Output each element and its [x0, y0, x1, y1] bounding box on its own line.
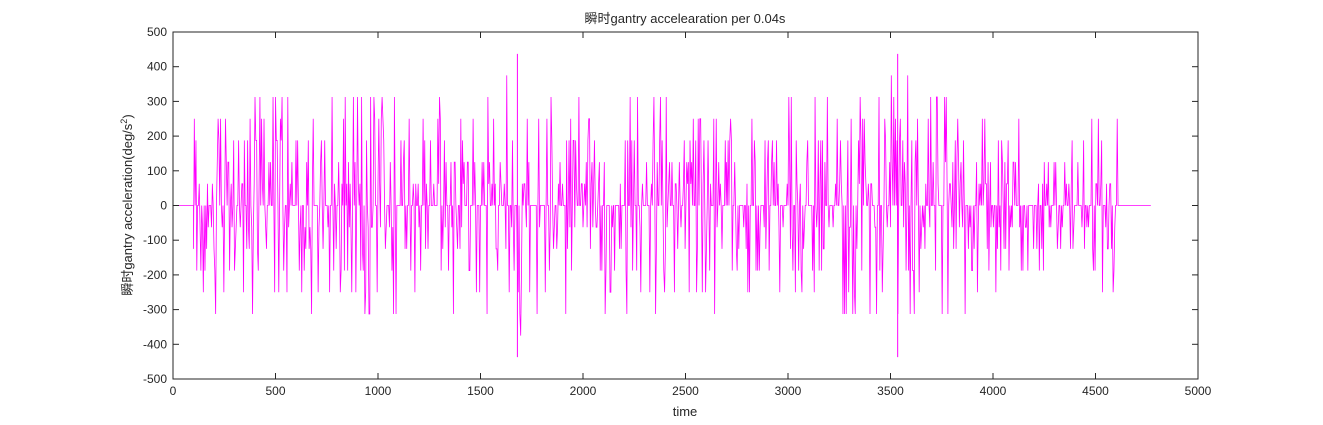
series-layer: [173, 53, 1151, 358]
y-tick-label: 500: [147, 25, 167, 39]
y-tick-label: 200: [147, 129, 167, 143]
y-tick-label: 400: [147, 60, 167, 74]
y-tick-label: 0: [160, 199, 167, 213]
y-axis-label-main: 瞬时gantry acceleration(deg/s: [120, 123, 135, 295]
y-axis-label-tail: ): [120, 114, 135, 118]
y-axis-label: 瞬时gantry acceleration(deg/s2): [119, 114, 135, 295]
x-tick-label: 3000: [775, 384, 802, 398]
y-tick-label: 100: [147, 164, 167, 178]
y-tick-label: 300: [147, 94, 167, 108]
x-axis-label: time: [673, 404, 698, 419]
y-tick-label: -400: [143, 337, 167, 351]
chart-title: 瞬时gantry accelearation per 0.04s: [585, 11, 786, 26]
x-tick-label: 3500: [877, 384, 904, 398]
y-tick-label: -100: [143, 233, 167, 247]
x-tick-label: 2500: [672, 384, 699, 398]
x-tick-label: 4500: [1082, 384, 1109, 398]
x-tick-label: 500: [265, 384, 285, 398]
y-tick-label: -300: [143, 303, 167, 317]
y-axis: -500 -400 -300 -200 -100 0 100 200 300 400 500: [143, 25, 1198, 386]
x-tick-label: 5000: [1185, 384, 1212, 398]
x-tick-label: 0: [170, 384, 177, 398]
series-line: [173, 75, 1151, 336]
x-tick-label: 1000: [365, 384, 392, 398]
x-axis: 0 500 1000 1500 2000 2500 3000 3500 4000 4500 5000: [170, 32, 1212, 398]
y-tick-label: -500: [143, 372, 167, 386]
y-tick-label: -200: [143, 268, 167, 282]
y-axis-label-superscript: 2: [119, 119, 129, 124]
x-tick-label: 1500: [467, 384, 494, 398]
x-tick-label: 2000: [570, 384, 597, 398]
x-tick-label: 4000: [980, 384, 1007, 398]
